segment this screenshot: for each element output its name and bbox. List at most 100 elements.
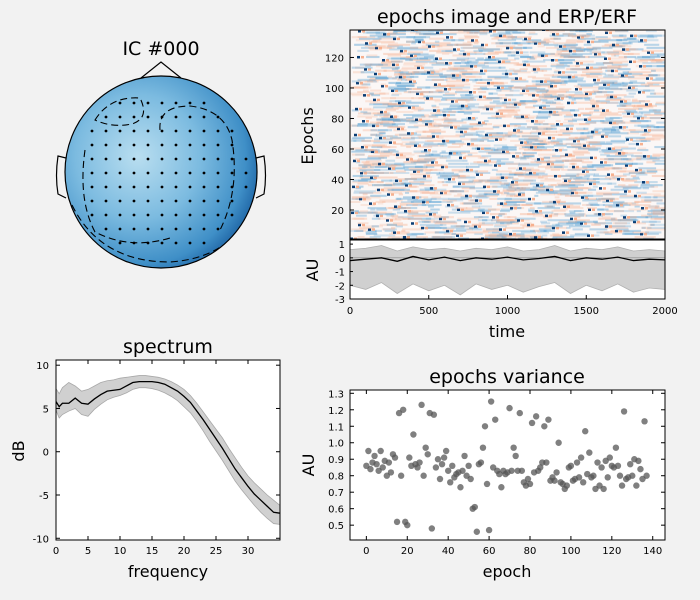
image-peak [464, 130, 467, 134]
image-cell [466, 107, 472, 110]
image-peak [376, 214, 379, 218]
image-cell [476, 123, 487, 126]
image-peak [520, 141, 523, 144]
image-peak [444, 87, 447, 91]
image-cell [421, 66, 434, 69]
image-cell [509, 194, 518, 197]
image-cell [360, 110, 368, 113]
image-cell [613, 202, 623, 205]
image-cell [532, 126, 556, 129]
variance-point [420, 472, 427, 479]
image-peak [639, 168, 642, 172]
image-cell [598, 197, 619, 200]
image-peak [404, 210, 407, 213]
image-cell [354, 210, 359, 213]
image-cell [505, 30, 518, 33]
image-peak [427, 174, 430, 178]
image-peak [539, 106, 542, 109]
image-cell [460, 210, 484, 213]
image-cell [642, 187, 649, 190]
image-cell [543, 156, 551, 159]
image-cell [644, 205, 658, 208]
image-peak [611, 69, 614, 73]
image-cell [504, 106, 517, 109]
image-cell [364, 80, 379, 83]
image-peak [641, 116, 644, 120]
image-cell [449, 150, 471, 153]
image-cell [514, 173, 530, 176]
image-cell [413, 37, 424, 40]
sensor-dot [174, 241, 178, 245]
image-cell [375, 121, 395, 124]
image-cell [429, 49, 441, 52]
image-cell [520, 55, 534, 59]
image-peak [517, 129, 520, 132]
image-peak [621, 74, 624, 77]
image-cell [393, 74, 404, 77]
image-cell [574, 92, 584, 95]
image-cell [656, 54, 665, 57]
variance-point [545, 416, 552, 423]
image-cell [412, 87, 422, 91]
image-cell [447, 145, 461, 149]
image-cell [523, 222, 532, 225]
image-cell [622, 179, 638, 182]
image-cell [523, 155, 534, 158]
image-cell [456, 174, 465, 178]
image-cell [590, 103, 598, 106]
image-peak [408, 210, 411, 213]
image-peak [624, 100, 627, 103]
image-cell [409, 75, 415, 78]
image-peak [399, 179, 402, 183]
image-cell [375, 176, 398, 179]
image-cell [375, 229, 382, 232]
image-cell [514, 194, 526, 197]
image-cell [399, 206, 407, 210]
image-cell [556, 226, 567, 229]
image-cell [479, 210, 491, 213]
image-peak [455, 100, 458, 103]
image-cell [483, 161, 490, 164]
image-cell [389, 126, 403, 129]
image-cell [478, 106, 495, 109]
image-cell [442, 155, 451, 158]
image-peak [599, 187, 602, 190]
image-cell [637, 149, 649, 152]
image-cell [457, 176, 476, 179]
image-cell [386, 135, 393, 138]
image-peak [568, 75, 571, 79]
image-cell [596, 167, 616, 170]
image-cell [458, 30, 471, 33]
image-cell [374, 113, 390, 117]
image-cell [650, 217, 662, 220]
image-cell [538, 97, 553, 100]
image-cell [453, 43, 472, 46]
image-peak [623, 216, 626, 219]
image-cell [393, 30, 418, 33]
image-cell [561, 46, 582, 49]
image-cell [608, 45, 626, 48]
image-peak [612, 147, 615, 150]
image-cell [639, 34, 662, 37]
image-cell [532, 66, 540, 69]
image-peak [636, 142, 639, 146]
image-cell [530, 161, 551, 164]
image-cell [570, 188, 584, 191]
image-cell [448, 110, 457, 113]
image-peak [486, 107, 489, 111]
image-cell [389, 136, 402, 139]
sensor-dot [146, 227, 150, 231]
image-cell [389, 179, 408, 182]
image-cell [387, 60, 404, 63]
image-cell [520, 156, 530, 159]
variance-xlabel: epoch [483, 562, 532, 581]
image-cell [367, 156, 387, 159]
image-peak [475, 199, 478, 202]
image-peak [569, 153, 572, 157]
epochs-image-panel: epochs image and ERP/ERF 20406080100120 … [298, 6, 666, 240]
image-cell [502, 51, 517, 54]
sensor-dot [146, 213, 150, 217]
image-cell [430, 124, 449, 127]
image-cell [548, 191, 573, 194]
image-cell [589, 141, 606, 144]
